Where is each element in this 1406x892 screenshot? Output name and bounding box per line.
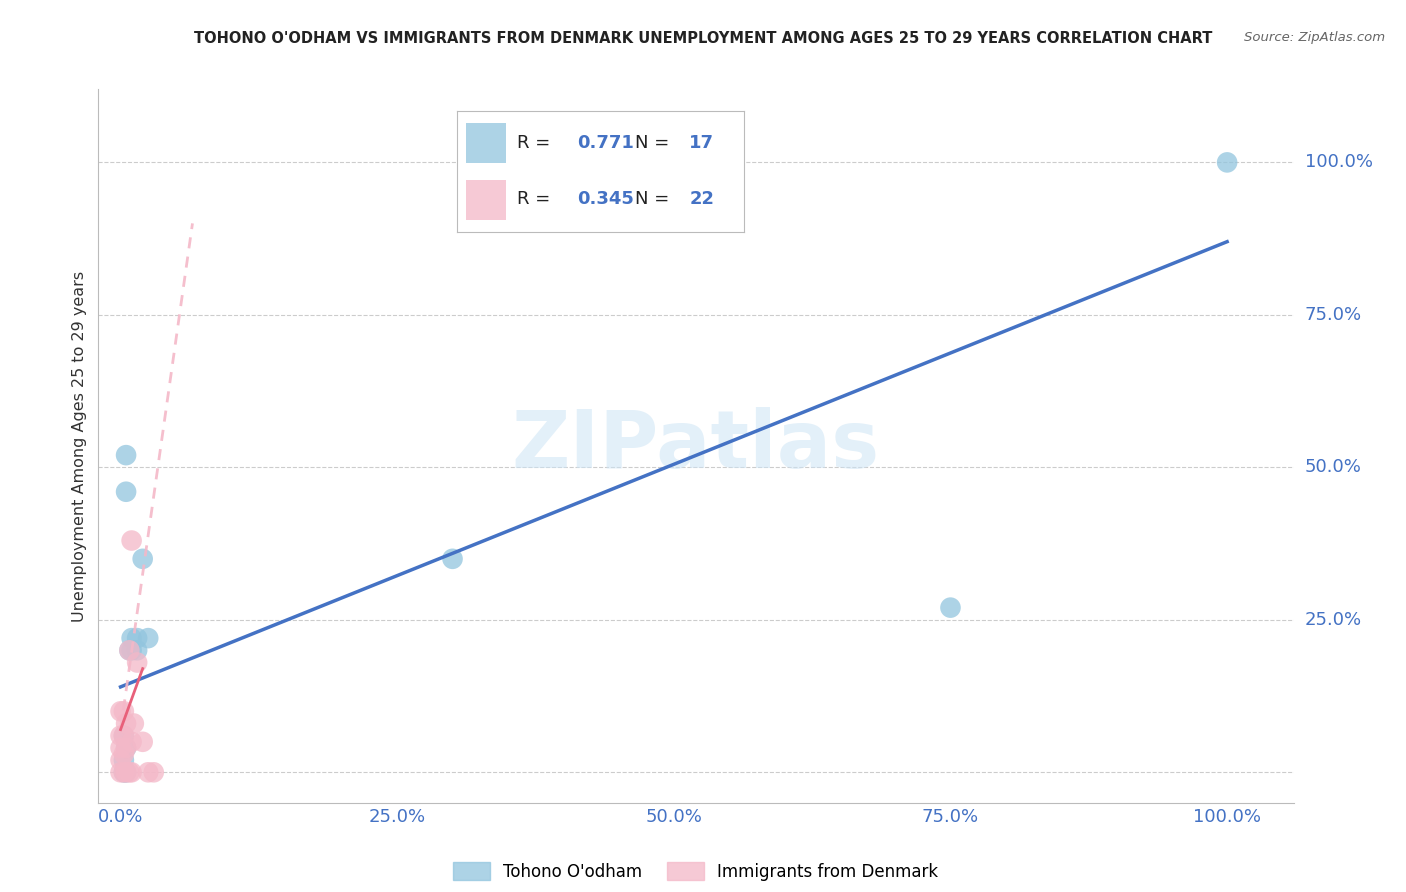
Point [441,551,464,566]
Text: 100.0%: 100.0% [1305,153,1372,171]
Point [939,600,962,615]
Point [131,735,153,749]
Point [112,729,135,743]
Text: 50.0%: 50.0% [1305,458,1361,476]
Point [115,484,138,499]
Point [127,656,149,670]
Point [115,740,138,755]
Point [110,753,132,767]
Point [131,551,153,566]
Point [115,716,138,731]
Point [110,704,132,718]
Text: TOHONO O'ODHAM VS IMMIGRANTS FROM DENMARK UNEMPLOYMENT AMONG AGES 25 TO 29 YEARS: TOHONO O'ODHAM VS IMMIGRANTS FROM DENMAR… [194,31,1212,46]
Text: Source: ZipAtlas.com: Source: ZipAtlas.com [1244,31,1385,45]
Point [115,448,138,462]
Point [121,631,143,645]
Text: 25.0%: 25.0% [1305,611,1362,629]
Point [112,747,135,761]
Point [112,765,135,780]
Point [127,631,149,645]
Point [118,765,141,780]
Point [112,704,135,718]
Y-axis label: Unemployment Among Ages 25 to 29 years: Unemployment Among Ages 25 to 29 years [72,270,87,622]
Point [136,765,159,780]
Point [127,643,149,657]
Point [118,643,141,657]
Point [136,631,159,645]
Point [115,765,138,780]
Point [121,533,143,548]
Point [110,765,132,780]
Point [121,765,143,780]
Point [122,716,145,731]
Text: ZIPatlas: ZIPatlas [512,407,880,485]
Text: 75.0%: 75.0% [1305,306,1362,324]
Point [121,643,143,657]
Point [112,765,135,780]
Point [121,735,143,749]
Point [115,765,138,780]
Point [1216,155,1239,169]
Point [115,740,138,755]
Legend: Tohono O'odham, Immigrants from Denmark: Tohono O'odham, Immigrants from Denmark [447,855,945,888]
Point [112,729,135,743]
Point [110,740,132,755]
Point [110,729,132,743]
Point [118,643,141,657]
Point [142,765,165,780]
Point [112,753,135,767]
